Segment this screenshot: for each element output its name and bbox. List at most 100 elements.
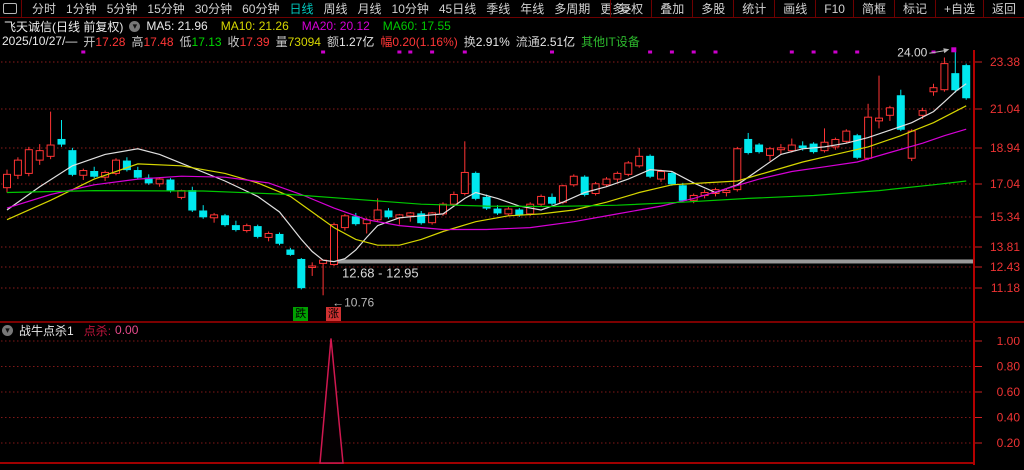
- quote-field-低: 低17.13: [179, 34, 222, 49]
- quote-field-其他IT设备[interactable]: 其他IT设备: [581, 34, 640, 49]
- period-tab-周线[interactable]: 周线: [323, 2, 348, 16]
- main-candlestick-chart[interactable]: 23.38 21.04 18.94 17.04 15.34 13.81 12.43 11.18…: [0, 40, 1024, 322]
- candle-up: [308, 265, 317, 269]
- candle-down: [471, 172, 480, 199]
- period-tab-1分钟[interactable]: 1分钟: [66, 2, 97, 16]
- candle-up: [831, 138, 840, 148]
- quote-date: 2025/10/27/—: [2, 34, 78, 48]
- candle-up: [635, 155, 644, 167]
- quote-field-开: 开17.28: [83, 34, 126, 49]
- candle-down: [275, 233, 284, 244]
- toolbar-button-返回[interactable]: 返回: [982, 0, 1024, 17]
- ma-values: MA5: 21.96 MA10: 21.26 MA20: 20.12 MA60: 17…: [146, 19, 464, 33]
- candle-up: [766, 148, 774, 156]
- candle-up: [558, 185, 567, 203]
- period-tab-更多>[interactable]: 更多>: [600, 2, 632, 16]
- signal-mark: [669, 50, 674, 54]
- indicator-axis-label: 1.00: [997, 337, 1021, 348]
- up-day-badge: 涨: [326, 307, 341, 321]
- price-axis-label: 17.04: [990, 177, 1020, 191]
- candle-down: [90, 170, 99, 177]
- candle-down: [678, 185, 687, 201]
- candle-up: [657, 170, 665, 180]
- signal-mark: [397, 50, 402, 54]
- toolbar-button-简框[interactable]: 简框: [852, 0, 894, 17]
- period-tab-10分钟[interactable]: 10分钟: [391, 2, 429, 16]
- chevron-down-icon[interactable]: ▾: [2, 324, 13, 336]
- period-tab-多周期[interactable]: 多周期: [554, 2, 591, 16]
- period-tab-60分钟[interactable]: 60分钟: [242, 2, 280, 16]
- candle-up: [733, 148, 742, 191]
- toolbar-button-多股[interactable]: 多股: [692, 0, 733, 17]
- period-tab-年线[interactable]: 年线: [520, 2, 545, 16]
- toolbar-button-F10[interactable]: F10: [815, 0, 853, 17]
- signal-mark: [321, 50, 326, 54]
- candle-up: [875, 117, 883, 122]
- candle-down: [493, 208, 502, 214]
- period-tab-45日线[interactable]: 45日线: [438, 2, 477, 16]
- period-menu: 分时 1分钟 5分钟 15分钟 30分钟 60分钟 日线 周线 月线 10分钟 45日线 季线 年线 多周…: [27, 0, 636, 17]
- candle-down: [122, 160, 131, 171]
- toolbar-button-标记[interactable]: 标记: [893, 0, 935, 17]
- toolbar-button-画线[interactable]: 画线: [774, 0, 815, 17]
- candle-up: [35, 150, 44, 161]
- candle-up: [155, 178, 164, 185]
- candle-up: [722, 190, 731, 194]
- chevron-down-icon[interactable]: ▾: [129, 20, 141, 32]
- down-day-badge: 跌: [293, 307, 309, 321]
- candle-up: [787, 144, 796, 152]
- period-tab-季线[interactable]: 季线: [486, 2, 511, 16]
- candle-up: [13, 159, 22, 176]
- toolbar-button-复权[interactable]: 复权: [610, 0, 651, 17]
- period-tab-15分钟[interactable]: 15分钟: [147, 2, 185, 16]
- candle-up: [24, 149, 33, 174]
- period-tab-5分钟[interactable]: 5分钟: [106, 2, 138, 16]
- indicator-axis-label: 0.80: [997, 360, 1021, 374]
- ma-value: MA20: 20.12: [301, 19, 370, 33]
- price-axis-label: 15.34: [990, 210, 1020, 224]
- candle-up: [449, 193, 458, 205]
- price-axis-label: 23.38: [990, 55, 1020, 69]
- indicator-panel-chart[interactable]: 1.00 0.80 0.60 0.40 0.20: [0, 337, 1024, 466]
- indicator-axis-label: 0.20: [997, 436, 1021, 450]
- candle-up: [242, 225, 251, 232]
- candle-down: [755, 144, 764, 153]
- candle-up: [842, 130, 851, 142]
- candle-up: [776, 147, 785, 151]
- period-tab-日线[interactable]: 日线: [289, 2, 314, 16]
- toolbar-button-叠加[interactable]: 叠加: [651, 0, 692, 17]
- period-tab-月线[interactable]: 月线: [357, 2, 382, 16]
- price-axis-label: 13.81: [990, 240, 1020, 254]
- ma-value: MA5: 21.96: [146, 19, 208, 33]
- support-range-label: 12.68 - 12.95: [342, 265, 419, 280]
- candle-up: [602, 178, 611, 186]
- support-band: [336, 259, 973, 264]
- signal-mark: [550, 50, 554, 54]
- indicator-panel-header: ▾ 战牛点杀1 点杀: 0.00: [0, 323, 1024, 338]
- toolbar-button-统计[interactable]: 统计: [733, 0, 774, 17]
- candle-down: [548, 196, 556, 204]
- period-tab-30分钟[interactable]: 30分钟: [194, 2, 233, 16]
- candle-up: [79, 170, 88, 176]
- window-layout-icon[interactable]: [3, 3, 17, 14]
- candle-down: [166, 179, 175, 192]
- candle-down: [580, 176, 589, 195]
- candle-up: [373, 209, 382, 221]
- candle-down: [57, 138, 66, 145]
- quote-field-流通: 流通2.51亿: [515, 34, 576, 49]
- period-tab-分时[interactable]: 分时: [32, 2, 57, 16]
- toolbar-right-buttons: 复权 叠加 多股 统计 画线 F10 简框 标记 +自选 返回: [610, 0, 1024, 17]
- candle-down: [853, 135, 862, 158]
- candle-up: [428, 212, 437, 224]
- signal-mark: [81, 50, 86, 54]
- candle-up: [885, 107, 894, 116]
- stock-title: 飞天诚信(日线 前复权): [4, 19, 124, 34]
- candle-up: [613, 172, 622, 180]
- candle-up: [624, 162, 633, 175]
- indicator-label: 点杀:: [83, 323, 112, 338]
- toolbar-divider: [21, 0, 22, 17]
- indicator-panel-title: 战牛点杀1: [19, 323, 74, 338]
- candle-down: [667, 172, 676, 185]
- toolbar-button-+自选[interactable]: +自选: [934, 0, 983, 17]
